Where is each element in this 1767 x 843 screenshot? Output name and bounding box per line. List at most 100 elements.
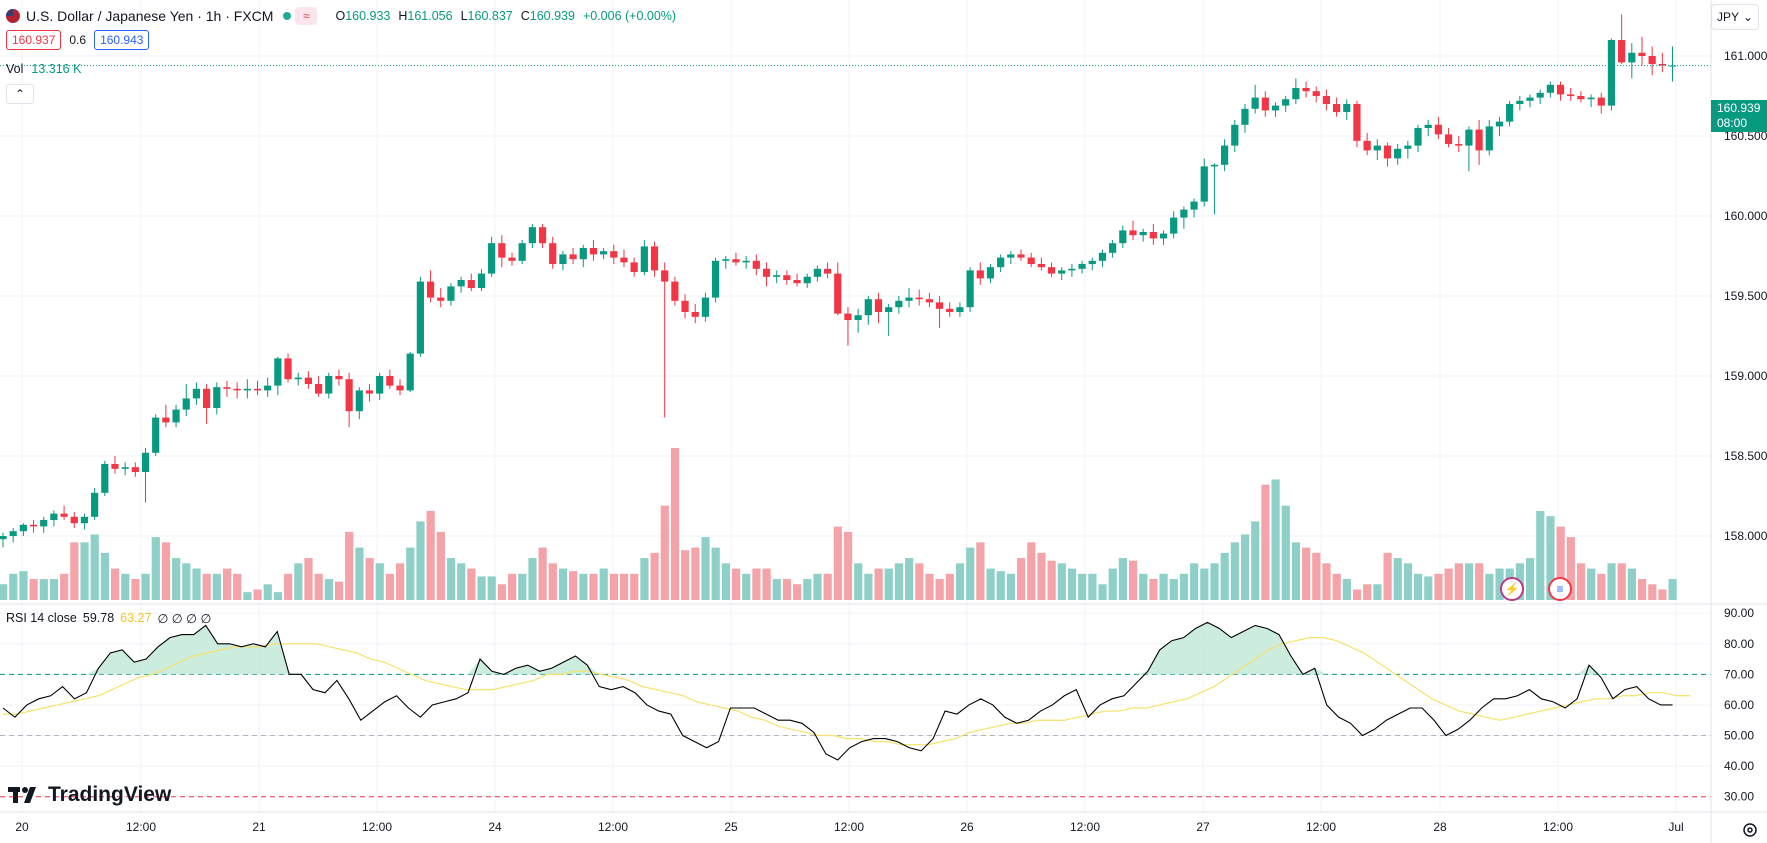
volume-bar bbox=[385, 573, 395, 600]
candle-body bbox=[172, 409, 180, 423]
volume-bar bbox=[894, 563, 904, 600]
volume-bar bbox=[1088, 573, 1097, 600]
tradingview-logo[interactable]: TradingView bbox=[8, 783, 171, 807]
volume-bar bbox=[192, 568, 201, 600]
candle-body bbox=[1424, 124, 1432, 128]
candle-body bbox=[1037, 264, 1045, 268]
candle-body bbox=[1149, 232, 1157, 239]
volume-label[interactable]: Vol bbox=[6, 62, 24, 76]
candle-body bbox=[956, 307, 964, 312]
close-value: 160.939 bbox=[529, 9, 575, 23]
time-tick-label: 27 bbox=[1196, 820, 1210, 834]
volume-bar bbox=[1587, 568, 1596, 600]
symbol-title[interactable]: U.S. Dollar / Japanese Yen · 1h · FXCM bbox=[26, 8, 274, 24]
volume-bar bbox=[1617, 563, 1626, 600]
candle-body bbox=[1047, 267, 1056, 274]
candle-body bbox=[508, 257, 516, 261]
buy-button[interactable]: 160.943 bbox=[94, 30, 150, 50]
price-tick-label: 159.500 bbox=[1724, 289, 1767, 303]
price-tick-label: 158.000 bbox=[1724, 529, 1767, 543]
market-open-icon[interactable] bbox=[283, 12, 292, 20]
candle-body bbox=[1383, 145, 1392, 159]
candle-body bbox=[722, 259, 730, 261]
candle-body bbox=[1200, 166, 1208, 202]
volume-bar bbox=[1495, 568, 1504, 600]
candle-body bbox=[925, 299, 933, 303]
candle-body bbox=[1516, 100, 1524, 104]
volume-bar bbox=[1393, 558, 1402, 600]
volume-bar bbox=[915, 563, 924, 600]
volume-bar bbox=[1352, 589, 1362, 600]
time-tick-label: 28 bbox=[1433, 820, 1447, 834]
volume-bar bbox=[1078, 573, 1087, 600]
candle-body bbox=[1394, 148, 1402, 159]
volume-bar bbox=[243, 592, 252, 600]
rsi-label[interactable]: RSI 14 close bbox=[6, 611, 77, 625]
volume-bar bbox=[742, 573, 751, 600]
low-label: L bbox=[460, 9, 468, 23]
change-value: +0.006 (+0.00%) bbox=[582, 9, 677, 23]
lightning-icon[interactable]: ⚡ bbox=[1500, 577, 1524, 601]
volume-bar bbox=[110, 568, 120, 600]
volume-bar bbox=[161, 542, 171, 600]
candle-body bbox=[1017, 254, 1025, 258]
gear-icon[interactable] bbox=[1741, 821, 1759, 839]
rsi-overbought-fill bbox=[3, 622, 1673, 675]
candle-body bbox=[1414, 128, 1422, 146]
volume-bar bbox=[772, 579, 781, 600]
candle-body bbox=[1170, 217, 1178, 234]
volume-bar bbox=[782, 579, 792, 600]
candle-body bbox=[935, 302, 944, 309]
volume-bar bbox=[1128, 560, 1138, 600]
candle-body bbox=[966, 270, 974, 308]
candle-body bbox=[213, 387, 221, 408]
price-tick-label: 161.000 bbox=[1724, 49, 1767, 63]
volume-bar bbox=[497, 584, 507, 600]
volume-bar bbox=[1169, 579, 1178, 600]
volume-bar bbox=[538, 547, 547, 600]
volume-bar bbox=[731, 568, 741, 600]
volume-bar bbox=[1261, 484, 1270, 600]
candle-body bbox=[1618, 40, 1626, 63]
volume-bar bbox=[955, 563, 965, 600]
logo-text: TradingView bbox=[48, 783, 172, 806]
volume-bar bbox=[273, 592, 283, 600]
volume-bar bbox=[1240, 534, 1250, 600]
candle-body bbox=[762, 268, 771, 277]
candle-body bbox=[264, 385, 272, 391]
volume-bar bbox=[396, 563, 405, 600]
volume-bar bbox=[60, 573, 69, 600]
time-tick-label: 12:00 bbox=[126, 820, 156, 834]
approx-badge[interactable]: ≈ bbox=[295, 7, 318, 25]
candle-body bbox=[111, 464, 119, 469]
sell-button[interactable]: 160.937 bbox=[6, 30, 62, 50]
volume-bar bbox=[416, 521, 425, 600]
candle-body bbox=[1332, 104, 1341, 112]
volume-bar bbox=[1414, 573, 1423, 600]
volume-bar bbox=[1006, 573, 1016, 600]
candle-body bbox=[426, 281, 435, 298]
candle-body bbox=[976, 270, 984, 279]
volume-bar bbox=[1200, 568, 1209, 600]
volume-bar bbox=[793, 584, 802, 600]
volume-bar bbox=[314, 573, 323, 600]
candle-body bbox=[345, 379, 353, 412]
volume-bar bbox=[49, 579, 59, 600]
candle-body bbox=[997, 257, 1005, 268]
candle-body bbox=[477, 273, 486, 288]
candle-body bbox=[701, 297, 710, 317]
volume-bar bbox=[365, 558, 374, 600]
candlesticks bbox=[0, 14, 1711, 548]
volume-bar bbox=[1658, 589, 1667, 600]
us-flag-event-icon[interactable]: ≡ bbox=[1548, 577, 1572, 601]
candle-body bbox=[650, 246, 659, 271]
time-tick-label: 25 bbox=[724, 820, 738, 834]
candle-body bbox=[1292, 88, 1300, 100]
candle-body bbox=[50, 513, 58, 520]
currency-select[interactable]: JPY ⌄ bbox=[1711, 4, 1759, 30]
collapse-legend-button[interactable]: ⌃ bbox=[6, 84, 34, 104]
candle-body bbox=[1119, 230, 1127, 244]
volume-bar bbox=[1475, 563, 1484, 600]
volume-bar bbox=[1017, 558, 1026, 600]
